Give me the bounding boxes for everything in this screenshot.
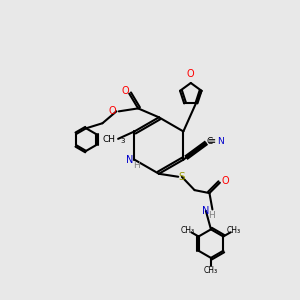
- Text: N: N: [217, 137, 224, 146]
- Text: O: O: [221, 176, 229, 186]
- Text: CH₃: CH₃: [181, 226, 195, 235]
- Text: S: S: [179, 172, 185, 182]
- Text: H: H: [134, 160, 140, 169]
- Text: O: O: [122, 86, 129, 96]
- Text: CH₃: CH₃: [204, 266, 218, 275]
- Text: CH: CH: [103, 135, 116, 144]
- Text: ≡: ≡: [208, 136, 216, 146]
- Text: O: O: [109, 106, 116, 116]
- Text: H: H: [208, 212, 215, 220]
- Text: O: O: [187, 69, 195, 80]
- Text: C: C: [207, 137, 213, 146]
- Text: N: N: [126, 155, 133, 165]
- Text: CH₃: CH₃: [227, 226, 241, 235]
- Text: 3: 3: [120, 138, 124, 144]
- Text: N: N: [202, 206, 210, 216]
